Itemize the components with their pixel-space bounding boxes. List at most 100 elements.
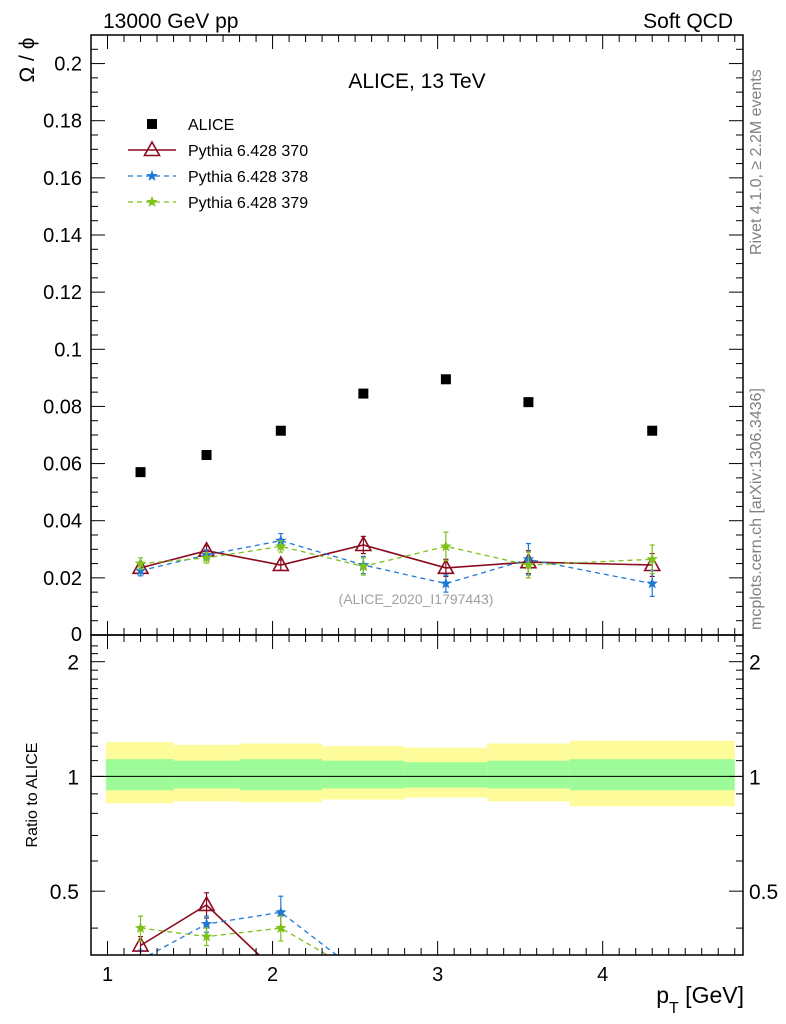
- data-point: [440, 540, 452, 552]
- ratio-data-point: [275, 906, 287, 918]
- x-tick-label: 3: [432, 964, 443, 986]
- legend-label: Pythia 6.428 379: [188, 195, 308, 212]
- data-point: [134, 564, 147, 576]
- ratio-y-tick-label-right: 1: [749, 766, 761, 789]
- header-left: 13000 GeV pp: [103, 10, 238, 33]
- main-y-tick-label: 0.02: [43, 568, 82, 590]
- ratio-data-point: [134, 922, 147, 933]
- ratio-panel: 0.5 0.5 1 1 2 2 1 2 3 4 Ratio to ALICE pT [GeV]: [24, 634, 778, 1017]
- data-point: [440, 577, 452, 589]
- ratio-uncertainty-bands: [105, 740, 735, 807]
- data-point: [646, 553, 658, 565]
- main-y-tick-label: 0.08: [43, 396, 82, 418]
- data-point: [646, 577, 658, 589]
- data-point: [647, 425, 658, 436]
- data-point: [523, 397, 534, 408]
- ratio-band-inner: [404, 762, 488, 788]
- legend-label: Pythia 6.428 378: [188, 169, 308, 186]
- ratio-series-line: [140, 927, 329, 955]
- main-y-tick-label: 0.06: [43, 454, 82, 476]
- main-y-tick-label: 0.1: [54, 339, 82, 361]
- main-panel: 0.020.040.060.080.10.120.140.160.180.20 …: [16, 34, 744, 646]
- legend-label: Pythia 6.428 370: [188, 143, 308, 160]
- legend: ALICE Pythia 6.428 370 Pythia 6.428 378 Pyt…: [128, 117, 308, 212]
- ratio-x-ticks: 1 2 3 4: [102, 635, 736, 986]
- legend-marker: [147, 119, 157, 129]
- x-axis-label: pT [GeV]: [656, 982, 744, 1017]
- x-axis-label-unit: [GeV]: [679, 982, 744, 1008]
- main-y-tick-label: 0.2: [54, 54, 82, 76]
- ratio-series-line: [140, 903, 261, 955]
- main-y-ticks: 0.02 0.04 0.06 0.08 0.1 0.12 0.14 0.16 0.18 0.2 0: [43, 48, 743, 646]
- legend-marker: [146, 196, 158, 207]
- series-line: [140, 544, 653, 569]
- data-point: [275, 425, 286, 436]
- ratio-series-line: [148, 911, 338, 955]
- series-alice: [135, 374, 658, 478]
- main-chart-title: ALICE, 13 TeV: [348, 70, 485, 93]
- ratio-band-inner: [239, 759, 323, 791]
- analysis-watermark: (ALICE_2020_I1797443): [339, 591, 494, 607]
- x-tick-label: 4: [597, 964, 608, 986]
- data-point: [358, 388, 369, 399]
- ratio-y-ticks: 0.5 0.5 1 1 2 2: [50, 645, 778, 929]
- main-y-tick-label: 0.14: [43, 225, 82, 247]
- series-line: [140, 545, 653, 568]
- ratio-data-point: [200, 930, 213, 942]
- data-point: [437, 558, 455, 575]
- main-x-ticks: [107, 35, 736, 635]
- legend-marker: [143, 140, 161, 157]
- x-axis-label-subscript: T: [669, 1000, 679, 1017]
- ratio-y-tick-label-left: 0.5: [50, 881, 79, 904]
- ratio-series-pythia-6-428-378: [138, 895, 369, 981]
- ratio-data-point: [358, 970, 369, 981]
- ratio-band-inner: [487, 760, 570, 789]
- main-y-tick-label: 0.16: [43, 168, 82, 190]
- main-y-tick-label: 0.12: [43, 282, 82, 304]
- ratio-band-inner: [105, 759, 174, 791]
- main-y-tick-label: 0.04: [43, 511, 82, 533]
- data-point: [275, 540, 287, 552]
- data-point: [357, 560, 370, 572]
- ratio-y-tick-label-left: 1: [67, 766, 79, 789]
- series-pythia-6-428-378: [134, 532, 658, 598]
- main-series-layer: [131, 374, 662, 598]
- ratio-y-tick-label-left: 2: [67, 652, 79, 675]
- header-right: Soft QCD: [643, 10, 733, 33]
- x-tick-label: 1: [102, 964, 113, 986]
- ratio-data-point: [358, 970, 369, 981]
- main-y-tick-label-zero: 0: [71, 624, 82, 646]
- data-point: [354, 535, 373, 552]
- data-point: [200, 551, 213, 563]
- rivet-version-text: Rivet 4.1.0, ≥ 2.2M events: [748, 69, 765, 255]
- main-y-tick-label: 0.18: [43, 111, 82, 133]
- ratio-band-inner: [173, 760, 240, 789]
- ratio-data-point: [356, 968, 371, 982]
- x-axis-label-symbol: p: [656, 982, 669, 1008]
- data-point: [522, 559, 535, 570]
- ratio-y-axis-label: Ratio to ALICE: [24, 743, 41, 848]
- data-point: [201, 450, 212, 460]
- ratio-series-pythia-6-428-370: [131, 892, 371, 982]
- data-point: [135, 467, 146, 478]
- ratio-band-inner: [569, 759, 735, 791]
- data-point: [440, 374, 451, 385]
- main-y-axis-label: Ω / ϕ: [16, 38, 39, 83]
- ratio-data-point: [197, 895, 216, 912]
- series-pythia-6-428-370: [131, 535, 662, 578]
- data-point: [134, 557, 147, 569]
- series-pythia-6-428-379: [134, 531, 658, 579]
- ratio-series-pythia-6-428-379: [134, 915, 369, 981]
- legend-marker: [146, 170, 158, 181]
- legend-label: ALICE: [188, 117, 234, 134]
- ratio-y-tick-label-right: 2: [749, 652, 761, 675]
- ratio-plot-frame: [90, 634, 744, 956]
- series-line: [140, 540, 653, 585]
- ratio-band-inner: [322, 760, 405, 789]
- ratio-y-tick-label-right: 0.5: [749, 881, 778, 904]
- x-tick-label: 2: [267, 964, 278, 986]
- ratio-series-layer: [131, 892, 371, 982]
- data-point: [271, 555, 290, 572]
- ratio-data-point: [275, 922, 287, 933]
